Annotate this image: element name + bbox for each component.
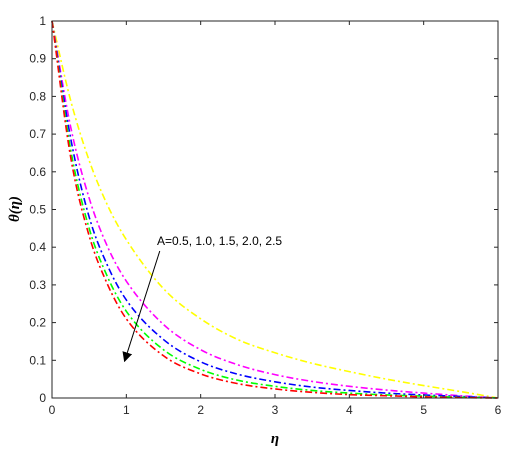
plot-background bbox=[52, 21, 498, 398]
y-axis-label: θ(η) bbox=[7, 196, 23, 222]
x-tick-label: 1 bbox=[123, 403, 130, 417]
series-line-5 bbox=[51, 20, 499, 399]
series-layer bbox=[51, 20, 499, 399]
x-tick-label: 0 bbox=[49, 403, 56, 417]
annotation-text: A=0.5, 1.0, 1.5, 2.0, 2.5 bbox=[157, 234, 282, 248]
y-tick-label: 0.3 bbox=[29, 278, 46, 292]
y-tick-label: 0.8 bbox=[29, 89, 46, 103]
x-tick-label: 6 bbox=[495, 403, 502, 417]
x-tick-label: 2 bbox=[197, 403, 204, 417]
y-tick-label: 0.6 bbox=[29, 165, 46, 179]
x-tick-label: 3 bbox=[272, 403, 279, 417]
annotation: A=0.5, 1.0, 1.5, 2.0, 2.5 bbox=[122, 234, 282, 363]
y-tick-label: 0.9 bbox=[29, 52, 46, 66]
y-tick-label: 0.4 bbox=[29, 240, 46, 254]
series-line-4 bbox=[51, 20, 499, 399]
y-tick-label: 0 bbox=[39, 391, 46, 405]
y-tick-label: 0.5 bbox=[29, 203, 46, 217]
x-tick-label: 4 bbox=[346, 403, 353, 417]
series-line-3 bbox=[51, 20, 499, 399]
y-tick-label: 1 bbox=[39, 14, 46, 28]
y-tick-label: 0.7 bbox=[29, 127, 46, 141]
x-tick-label: 5 bbox=[420, 403, 427, 417]
ticks-layer: 0 1 2 3 4 5 6 0 0.1 0.2 0.3 0.4 0.5 0.6 0.7 0.8 0.9 1 bbox=[29, 14, 501, 417]
y-tick-label: 0.1 bbox=[29, 353, 46, 367]
x-axis-label: η bbox=[271, 431, 279, 447]
y-tick-label: 0.2 bbox=[29, 316, 46, 330]
series-line-2 bbox=[51, 20, 499, 399]
annotation-arrow bbox=[122, 250, 161, 363]
